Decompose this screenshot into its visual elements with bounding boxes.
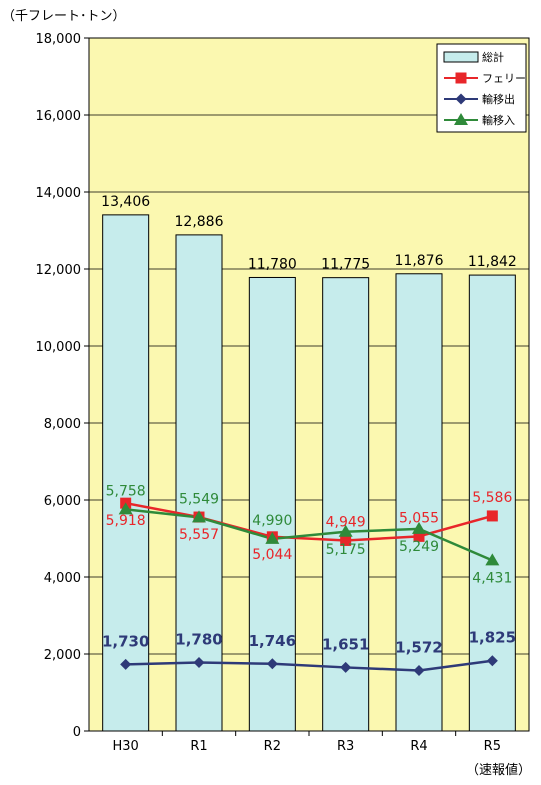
gridlines: [89, 114, 529, 655]
y-tick-label: 0: [73, 725, 81, 740]
marker-square: [486, 510, 498, 522]
marker-diamond: [340, 661, 352, 673]
x-tick-label: R2: [264, 739, 281, 754]
line-value-label: 1,825: [469, 629, 516, 647]
bar: [468, 274, 516, 732]
marker-square: [340, 534, 352, 546]
line-value-label: 1,572: [395, 638, 442, 656]
legend-label: フェリー: [482, 72, 526, 85]
marker-triangle: [412, 521, 426, 534]
line-value-label: 4,431: [472, 570, 512, 586]
marker-triangle: [118, 502, 133, 515]
y-tick-label: 16,000: [36, 109, 82, 124]
marker-triangle: [192, 510, 206, 523]
marker-diamond: [486, 655, 498, 667]
bar-value-label: 11,775: [321, 257, 370, 273]
marker-triangle: [485, 553, 500, 566]
line-value-label: 5,557: [179, 527, 219, 543]
marker-diamond: [120, 658, 132, 670]
x-tick-label: H30: [113, 739, 139, 754]
x-tick-label: R5: [484, 739, 501, 754]
bar-value-label: 11,876: [395, 253, 444, 269]
marker-diamond: [193, 656, 205, 668]
y-tick-label: 10,000: [36, 340, 82, 355]
marker-square: [413, 530, 425, 542]
line-value-label: 1,730: [102, 632, 149, 650]
line-value-label: 5,249: [399, 539, 439, 555]
bar-value-label: 12,886: [175, 214, 224, 230]
bar-value-label: 11,842: [468, 254, 517, 270]
line-value-label: 5,175: [326, 542, 366, 558]
marker-triangle: [265, 531, 280, 544]
bar: [175, 234, 223, 732]
marker-triangle: [338, 524, 353, 537]
bar-value-label: 13,406: [101, 194, 150, 210]
series-line: [125, 659, 493, 672]
x-tick-label: R1: [190, 739, 207, 754]
line-value-label: 4,990: [252, 513, 292, 529]
x-tick-label: R4: [410, 739, 427, 754]
line-value-label: 1,746: [249, 632, 296, 650]
line-value-label: 5,918: [106, 513, 146, 529]
bar: [322, 277, 370, 732]
y-tick-label: 8,000: [44, 417, 81, 432]
line-value-label: 1,780: [175, 630, 222, 648]
y-unit-label: （千フレート･トン）: [2, 9, 126, 24]
line-value-label: 5,044: [252, 547, 292, 563]
legend-label: 輸移出: [482, 92, 515, 106]
y-tick-label: 2,000: [44, 648, 81, 663]
series-line: [125, 508, 493, 562]
bar: [248, 276, 296, 732]
y-tick-label: 18,000: [36, 32, 82, 47]
line-value-label: 4,949: [326, 514, 366, 530]
y-tick-label: 4,000: [44, 571, 81, 586]
series-lines: [118, 497, 500, 676]
legend-label: 総計: [482, 50, 504, 64]
legend-swatch-bar: [443, 51, 479, 63]
data-labels: 13,406 12,886 11,780 11,775 11,876 11,842 5,91…: [101, 194, 517, 657]
x-tick-label: R3: [337, 739, 354, 754]
y-tick-label: 14,000: [36, 186, 82, 201]
bar: [102, 214, 150, 732]
y-axis-ticks: 0 2,000 4,000 6,000 8,000 10,000 12,000 14,000 1…: [36, 32, 89, 740]
plot-area: [88, 37, 530, 732]
marker-diamond: [266, 658, 278, 670]
bar-value-label: 11,780: [248, 256, 297, 272]
line-value-label: 1,651: [322, 635, 369, 653]
marker-triangle: [454, 113, 468, 125]
bars: [102, 214, 516, 732]
legend-label: 輸移入: [482, 113, 515, 127]
line-value-label: 5,758: [106, 483, 146, 499]
marker-square: [455, 72, 467, 84]
y-tick-label: 6,000: [44, 494, 81, 509]
line-value-label: 5,549: [179, 491, 219, 507]
preliminary-note: （速報値）: [466, 762, 531, 778]
line-value-label: 5,055: [399, 510, 439, 526]
x-axis-ticks: H30 R1 R2 R3 R4 R5: [113, 731, 501, 754]
marker-diamond: [413, 664, 425, 676]
y-tick-label: 12,000: [36, 263, 82, 278]
bar: [395, 273, 443, 732]
line-value-label: 5,586: [472, 490, 512, 506]
marker-diamond: [455, 93, 467, 105]
